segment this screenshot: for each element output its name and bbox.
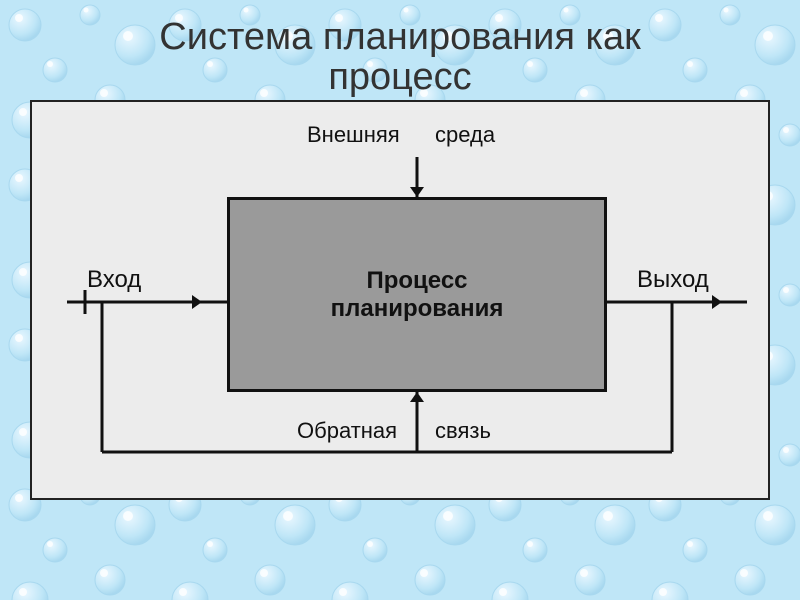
slide-root: Система планирования как процесс Процесс… bbox=[0, 0, 800, 600]
slide-title: Система планирования как процесс bbox=[0, 18, 800, 98]
diagram-panel: Процесс планирования Вход Выход Внешняя … bbox=[30, 100, 770, 500]
title-line-2: процесс bbox=[0, 58, 800, 98]
diagram-arrows bbox=[32, 102, 768, 498]
title-line-1: Система планирования как bbox=[0, 18, 800, 58]
